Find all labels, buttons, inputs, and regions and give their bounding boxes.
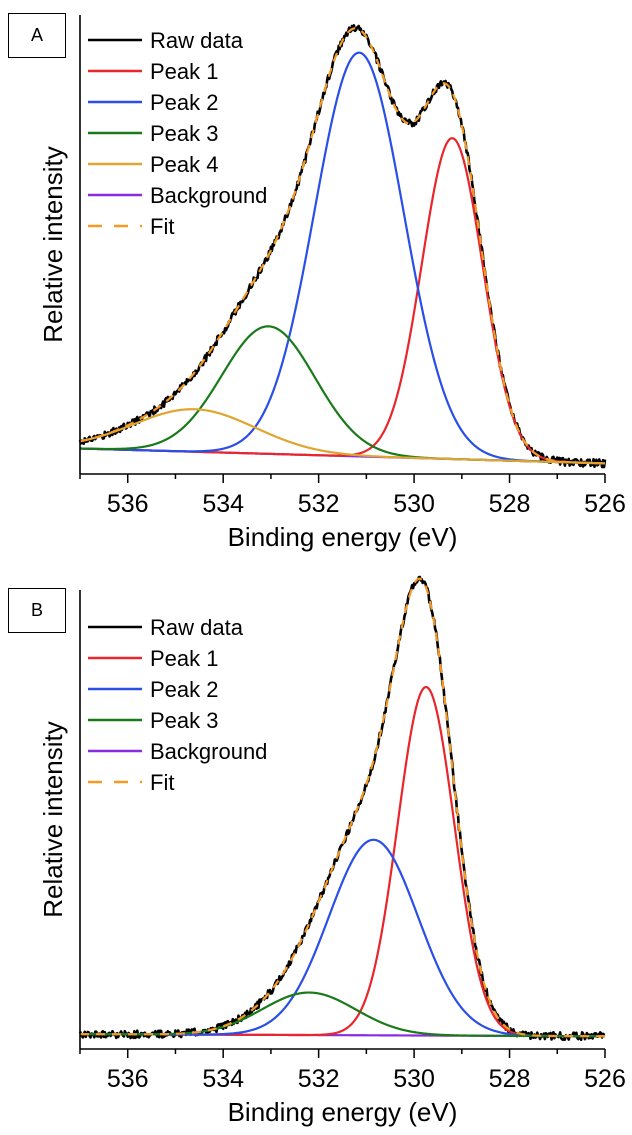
x-tick-label: 528	[489, 1065, 531, 1093]
panel-label-b: B	[8, 588, 66, 633]
panel-label-a: A	[8, 13, 66, 58]
x-tick-label: 536	[107, 490, 149, 518]
legend-label: Peak 2	[150, 677, 219, 702]
series-line-peak-4	[79, 408, 606, 465]
x-axis-label: Binding energy (eV)	[228, 1097, 458, 1127]
x-tick-label: 532	[298, 1065, 340, 1093]
legend-label: Background	[150, 739, 267, 764]
x-tick-label: 528	[489, 490, 531, 518]
chart-b: 536 534 532 530 528 526 Binding energy (eV) Rel…	[38, 575, 626, 1127]
legend-item: Fit	[88, 214, 174, 239]
legend-label: Fit	[150, 770, 174, 795]
x-axis-label: Binding energy (eV)	[228, 522, 458, 552]
x-tick-label: 534	[202, 490, 244, 518]
legend-item: Peak 1	[88, 59, 219, 84]
plot-area	[78, 24, 607, 469]
chart-a: 536 534 532 530 528 526 Binding energy (eV) Rel…	[38, 15, 626, 552]
legend-label: Fit	[150, 214, 174, 239]
legend-item: Peak 1	[88, 646, 219, 671]
legend-item: Background	[88, 183, 267, 208]
legend-item: Raw data	[88, 28, 244, 53]
x-tick-label: 526	[584, 490, 626, 518]
legend-label: Peak 3	[150, 708, 219, 733]
legend-label: Background	[150, 183, 267, 208]
chart-panel-a: 536 534 532 530 528 526 Binding energy (eV) Rel…	[0, 0, 632, 560]
legend-item: Peak 4	[88, 152, 219, 177]
legend-label: Peak 4	[150, 152, 219, 177]
legend-item: Peak 3	[88, 121, 219, 146]
legend-label: Peak 1	[150, 646, 219, 671]
legend-label: Raw data	[150, 615, 244, 640]
x-tick-label: 530	[393, 1065, 435, 1093]
series-line-fit	[79, 27, 606, 465]
x-tick-label: 526	[584, 1065, 626, 1093]
legend-item: Peak 2	[88, 90, 219, 115]
legend-item: Background	[88, 739, 267, 764]
x-tick-label: 534	[202, 1065, 244, 1093]
legend: Raw data Peak 1 Peak 2 Peak 3 Background Fit	[88, 615, 267, 795]
legend-label: Raw data	[150, 28, 244, 53]
series-line-peak-2	[79, 838, 606, 1038]
legend-item: Fit	[88, 770, 174, 795]
series-line-fit	[79, 577, 606, 1038]
plot-area	[78, 575, 606, 1042]
legend-item: Raw data	[88, 615, 244, 640]
chart-panel-b: 536 534 532 530 528 526 Binding energy (eV) Rel…	[0, 575, 632, 1135]
x-tick-label: 532	[298, 490, 340, 518]
legend-label: Peak 2	[150, 90, 219, 115]
legend-label: Peak 1	[150, 59, 219, 84]
y-axis-label: Relative intensity	[38, 721, 68, 918]
legend-label: Peak 3	[150, 121, 219, 146]
x-tick-label: 530	[393, 490, 435, 518]
x-tick-label: 536	[107, 1065, 149, 1093]
legend-item: Peak 3	[88, 708, 219, 733]
legend-item: Peak 2	[88, 677, 219, 702]
y-axis-label: Relative intensity	[38, 146, 68, 343]
legend: Raw data Peak 1 Peak 2 Peak 3 Peak 4 Backgrou…	[88, 28, 267, 239]
